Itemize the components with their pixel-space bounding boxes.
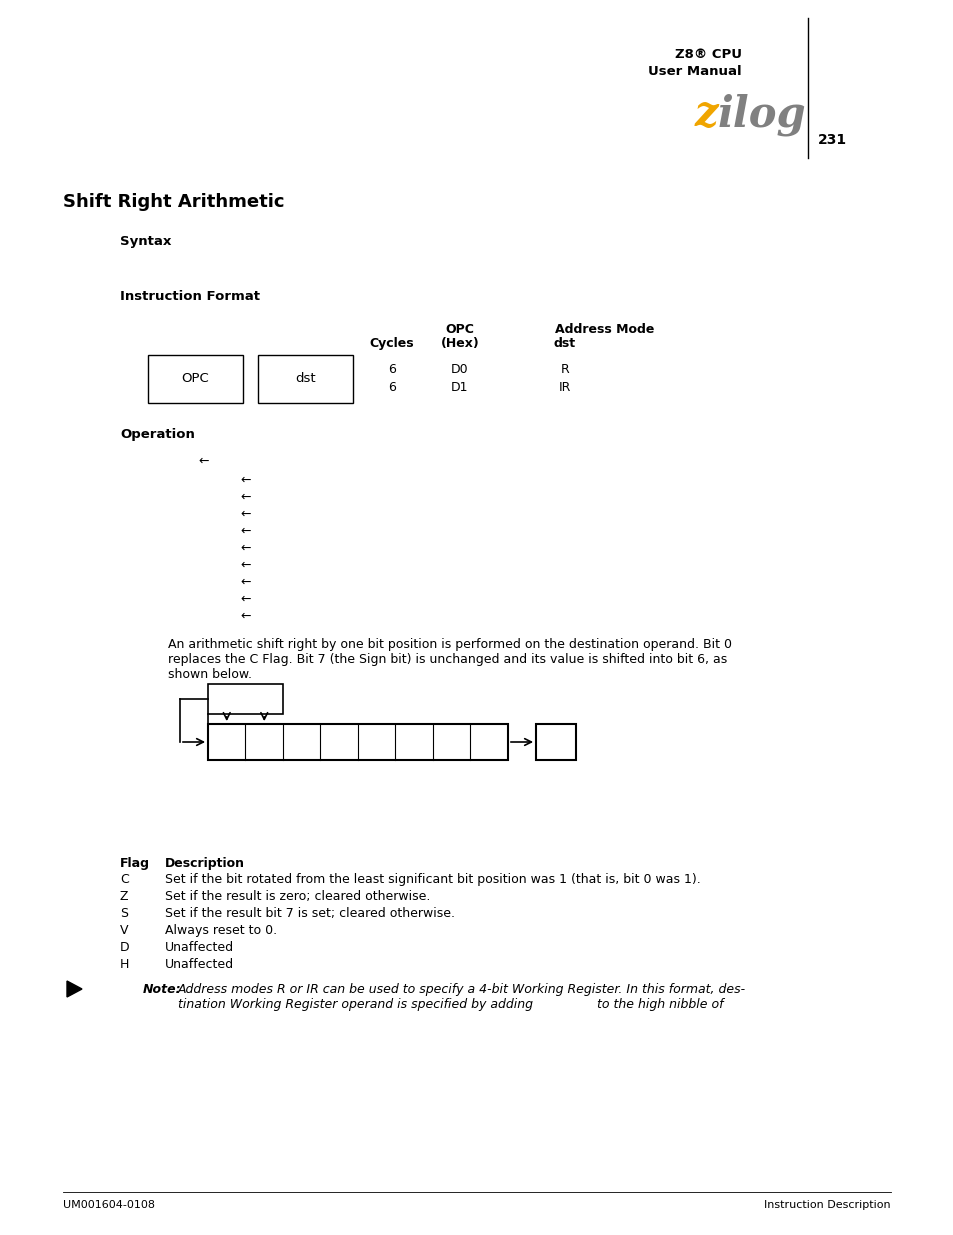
Text: Unaffected: Unaffected <box>165 941 233 953</box>
Text: ←: ← <box>240 593 251 606</box>
Text: Shift Right Arithmetic: Shift Right Arithmetic <box>63 193 284 211</box>
Text: ←: ← <box>240 542 251 555</box>
Text: OPC: OPC <box>445 324 474 336</box>
Bar <box>208 724 507 760</box>
Bar <box>536 724 576 760</box>
Text: ←: ← <box>240 559 251 572</box>
Text: S: S <box>120 906 128 920</box>
Text: Address modes R or IR can be used to specify a 4-bit Working Register. In this f: Address modes R or IR can be used to spe… <box>178 983 745 995</box>
Text: Instruction Description: Instruction Description <box>763 1200 890 1210</box>
Text: ←: ← <box>240 508 251 521</box>
Text: D0: D0 <box>451 363 468 375</box>
Bar <box>257 354 353 403</box>
Text: ←: ← <box>240 576 251 589</box>
Text: Cycles: Cycles <box>370 337 414 350</box>
Text: tination Working Register operand is specified by adding                to the h: tination Working Register operand is spe… <box>178 998 722 1011</box>
Text: Syntax: Syntax <box>120 235 172 248</box>
Bar <box>208 684 283 714</box>
Text: Set if the bit rotated from the least significant bit position was 1 (that is, b: Set if the bit rotated from the least si… <box>165 873 700 885</box>
Text: Address Mode: Address Mode <box>555 324 654 336</box>
Text: 6: 6 <box>388 382 395 394</box>
Text: ←: ← <box>240 610 251 622</box>
Text: C: C <box>120 873 129 885</box>
Text: ilog: ilog <box>718 93 806 136</box>
Text: D: D <box>120 941 130 953</box>
Text: UM001604-0108: UM001604-0108 <box>63 1200 154 1210</box>
Text: IR: IR <box>558 382 571 394</box>
Text: z: z <box>695 93 718 135</box>
Polygon shape <box>67 981 82 997</box>
Text: Description: Description <box>165 857 245 869</box>
Text: Note:: Note: <box>143 983 181 995</box>
Text: Always reset to 0.: Always reset to 0. <box>165 924 276 937</box>
Text: Set if the result is zero; cleared otherwise.: Set if the result is zero; cleared other… <box>165 890 430 903</box>
Text: User Manual: User Manual <box>648 65 741 78</box>
Text: 6: 6 <box>388 363 395 375</box>
Text: Instruction Format: Instruction Format <box>120 290 260 303</box>
Text: An arithmetic shift right by one bit position is performed on the destination op: An arithmetic shift right by one bit pos… <box>168 638 731 651</box>
Text: OPC: OPC <box>181 373 209 385</box>
Text: Flag: Flag <box>120 857 150 869</box>
Text: ←: ← <box>198 454 209 468</box>
Text: replaces the C Flag. Bit 7 (the Sign bit) is unchanged and its value is shifted : replaces the C Flag. Bit 7 (the Sign bit… <box>168 653 726 666</box>
Text: ←: ← <box>240 492 251 504</box>
Text: D1: D1 <box>451 382 468 394</box>
Text: shown below.: shown below. <box>168 668 252 680</box>
Text: 231: 231 <box>817 133 846 147</box>
Text: V: V <box>120 924 129 937</box>
Text: ←: ← <box>240 474 251 487</box>
Text: Unaffected: Unaffected <box>165 958 233 971</box>
Text: dst: dst <box>554 337 576 350</box>
Bar <box>148 354 243 403</box>
Text: Operation: Operation <box>120 429 194 441</box>
Text: Z: Z <box>120 890 129 903</box>
Text: R: R <box>560 363 569 375</box>
Text: (Hex): (Hex) <box>440 337 478 350</box>
Text: dst: dst <box>294 373 315 385</box>
Text: ←: ← <box>240 525 251 538</box>
Text: H: H <box>120 958 130 971</box>
Text: Set if the result bit 7 is set; cleared otherwise.: Set if the result bit 7 is set; cleared … <box>165 906 455 920</box>
Text: Z8® CPU: Z8® CPU <box>675 48 741 61</box>
